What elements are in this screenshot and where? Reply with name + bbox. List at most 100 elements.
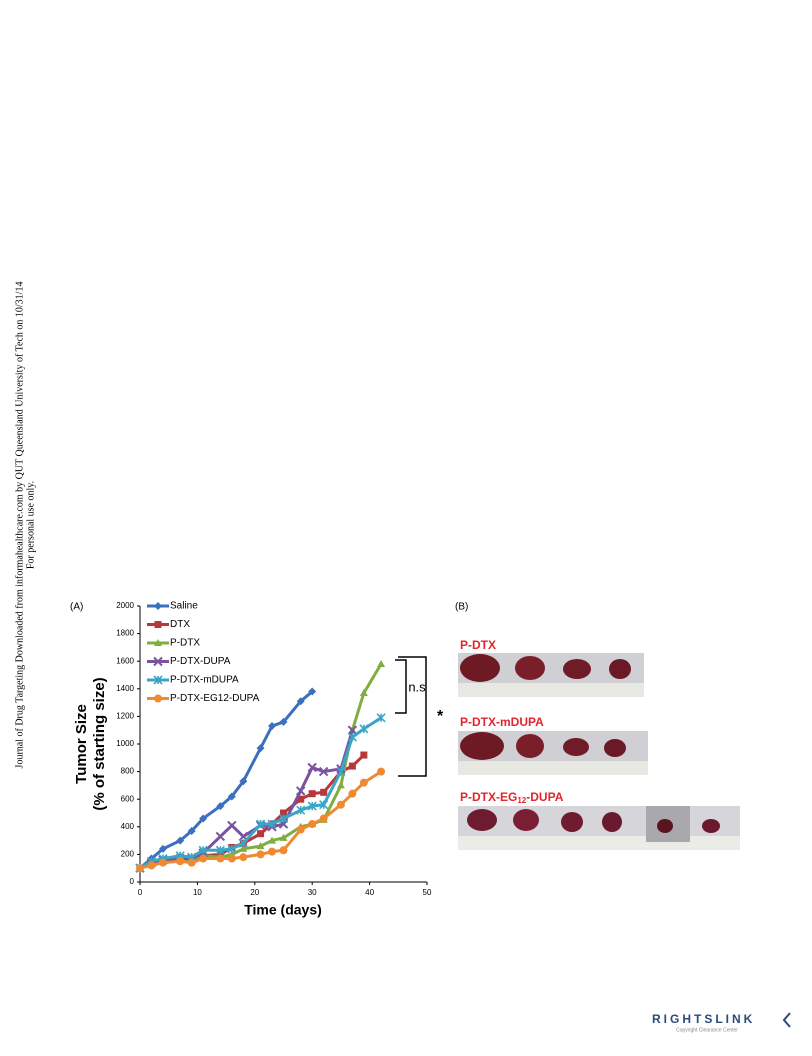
legend-label: Saline <box>170 601 198 612</box>
y-label-line: (% of starting size) <box>91 677 108 810</box>
marker <box>239 853 248 862</box>
marker <box>227 844 237 854</box>
y-label-line: Tumor Size <box>73 704 90 784</box>
photo-label: P-DTX <box>460 638 496 652</box>
marker <box>238 838 248 848</box>
marker <box>216 802 225 811</box>
marker <box>377 767 386 776</box>
y-tick-label: 1200 <box>116 712 134 721</box>
x-tick-label: 0 <box>138 888 143 897</box>
marker <box>348 789 357 798</box>
marker <box>227 854 236 863</box>
marker <box>215 831 226 842</box>
x-tick-label: 20 <box>250 888 259 897</box>
ruler <box>458 761 648 775</box>
panel-label: (B) <box>455 602 468 613</box>
sidebar-line: Journal of Drug Targeting Downloaded fro… <box>14 282 25 769</box>
x-label: Time (days) <box>244 902 322 918</box>
y-tick-label: 600 <box>121 794 135 803</box>
legend-marker <box>154 621 162 628</box>
label-sub: 12 <box>517 796 526 805</box>
tumor <box>563 659 591 679</box>
tumor <box>513 809 539 831</box>
marker <box>347 725 358 735</box>
tumor <box>516 734 544 758</box>
legend-label: P-DTX-DUPA <box>170 656 231 667</box>
x-tick-label: 40 <box>365 888 374 897</box>
logo: RIGHTSLINK <box>652 1012 755 1026</box>
marker <box>347 732 357 742</box>
marker <box>176 836 185 845</box>
marker <box>319 814 328 823</box>
tumor <box>561 812 583 832</box>
x-tick-label: 50 <box>423 888 432 897</box>
marker <box>307 801 317 811</box>
sidebar-line: For personal use only. <box>25 481 36 569</box>
y-tick-label: 2000 <box>116 601 134 610</box>
marker <box>359 688 368 696</box>
photos <box>458 653 740 850</box>
marker <box>268 847 277 856</box>
marker <box>239 844 248 852</box>
photo-label: P-DTX-mDUPA <box>460 715 544 729</box>
legend-label: P-DTX <box>170 638 200 649</box>
tumor <box>460 654 500 682</box>
y-label: Tumor Size (% of starting size) <box>73 677 108 810</box>
marker <box>198 845 208 855</box>
bracket <box>398 656 427 777</box>
marker <box>308 820 317 829</box>
marker <box>136 864 144 873</box>
marker <box>187 858 196 867</box>
marker <box>319 800 329 810</box>
y-tick-label: 1400 <box>116 684 134 693</box>
sidebar: Journal of Drug Targeting Downloaded fro… <box>14 282 36 769</box>
marker <box>308 790 316 798</box>
panel-label: (A) <box>70 602 83 613</box>
y-tick-label: 800 <box>121 767 135 776</box>
marker <box>176 857 185 866</box>
y-tick-label: 1600 <box>116 656 134 665</box>
marker <box>199 854 208 863</box>
marker <box>279 717 288 726</box>
marker <box>268 836 277 844</box>
marker <box>227 792 236 801</box>
annotation: * <box>437 708 444 725</box>
marker <box>256 744 265 753</box>
marker <box>307 762 317 773</box>
marker <box>336 767 346 777</box>
tumor <box>657 819 673 833</box>
marker <box>215 845 225 855</box>
logo-icon <box>782 1012 791 1028</box>
marker <box>296 825 305 834</box>
tumor <box>602 812 622 832</box>
legend-marker <box>154 602 162 610</box>
marker <box>255 819 266 829</box>
marker <box>278 813 289 824</box>
marker <box>256 850 265 859</box>
x-tick-label: 30 <box>308 888 317 897</box>
tumor <box>609 659 631 679</box>
marker <box>336 800 345 809</box>
marker <box>320 788 328 796</box>
marker <box>256 842 265 850</box>
marker <box>216 854 225 863</box>
marker <box>187 826 196 835</box>
ruler <box>458 683 644 697</box>
marker <box>336 781 345 789</box>
legend-marker <box>154 694 162 703</box>
y-tick-label: 1000 <box>116 739 134 748</box>
ruler <box>458 836 740 850</box>
bracket <box>395 659 407 714</box>
y-tick-label: 400 <box>121 822 135 831</box>
y-tick-label: 200 <box>121 850 135 859</box>
marker <box>257 830 265 838</box>
marker <box>279 833 288 841</box>
marker <box>239 777 248 786</box>
marker <box>280 809 287 817</box>
marker <box>296 786 306 796</box>
tumor <box>515 656 545 680</box>
marker <box>147 861 156 870</box>
tumor <box>604 739 626 757</box>
